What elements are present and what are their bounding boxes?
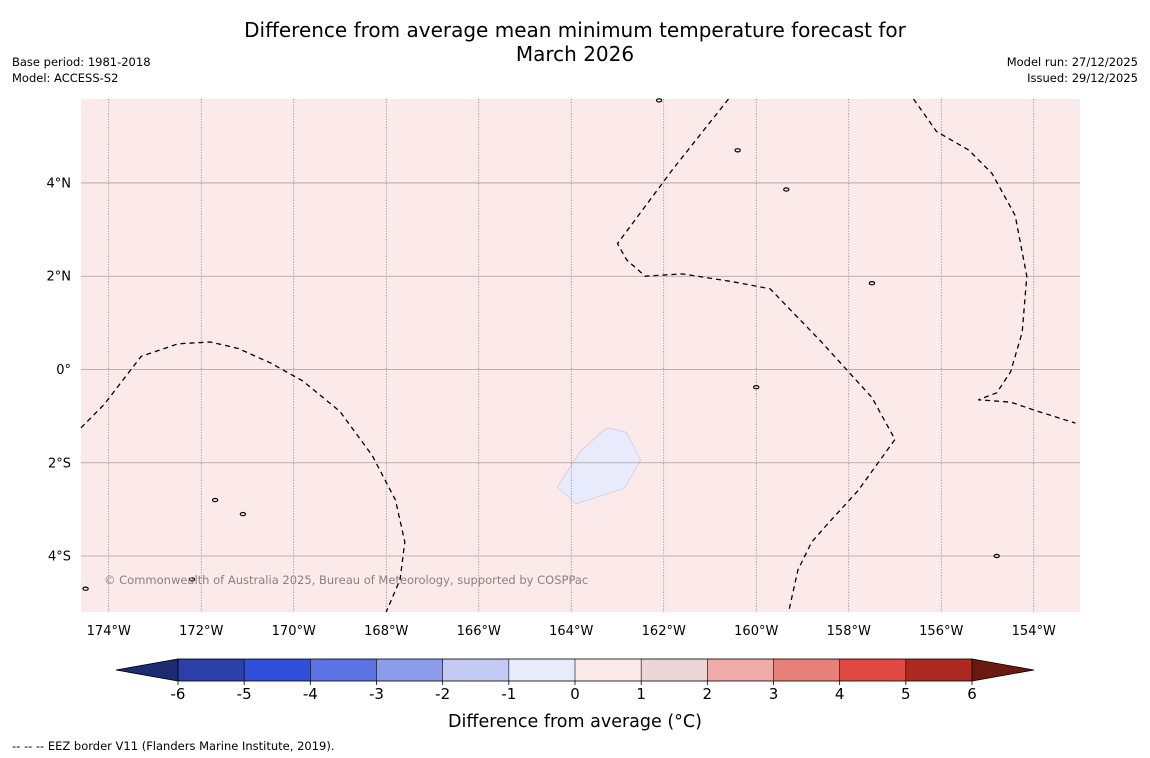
colorbar-segment [442,659,510,681]
colorbar-tick-label: 0 [570,685,580,703]
colorbar-segment [839,659,907,681]
lon-tick-label: 174°W [87,624,131,639]
lon-tick-label: 170°W [272,624,316,639]
colorbar-segment [575,659,642,681]
island-outline [753,385,760,390]
island-outline [993,553,1000,559]
colorbar-tick-label: -1 [501,685,516,703]
eez-border-line [80,341,406,613]
lat-tick-label: 4°S [48,550,71,565]
colorbar-segment [905,659,973,681]
lat-tick-label: 2°N [47,270,72,285]
colorbar-tick-label: -6 [171,685,186,703]
meta-left: Base period: 1981-2018 Model: ACCESS-S2 [12,54,151,86]
colorbar-tick-label: 3 [769,685,779,703]
lon-tick-label: 158°W [827,624,871,639]
lon-tick-label: 154°W [1012,624,1056,639]
meta-right: Model run: 27/12/2025 Issued: 29/12/2025 [1007,54,1138,86]
eez-border-line [616,98,896,613]
longitude-labels: 174°W 172°W 170°W 168°W 166°W 164°W 162°W 160°W… [87,624,1056,639]
colorbar-tick-label: 5 [901,685,911,703]
lon-tick-label: 168°W [364,624,408,639]
island-outline [783,187,790,192]
colorbar-segment [641,659,708,681]
colorbar-segment [707,659,774,681]
island-outline [82,586,89,591]
colorbar-over-arrow [971,658,1035,682]
map-area: © Commonwealth of Australia 2025, Bureau… [80,98,1080,613]
island-outline [211,497,219,503]
island-outline [868,281,876,286]
colorbar: -6 -5 -4 -3 -2 -1 0 1 2 3 4 5 6 [115,658,1035,703]
colorbar-segment [773,659,840,681]
eez-legend-note: -- -- -- EEZ border V11 (Flanders Marine… [12,739,335,753]
lon-tick-label: 164°W [549,624,593,639]
model-run: Model run: 27/12/2025 [1006,55,1138,69]
colorbar-tick-label: 4 [835,685,845,703]
copyright-notice: © Commonwealth of Australia 2025, Bureau… [104,573,588,587]
issued-date: Issued: 29/12/2025 [1027,71,1138,85]
colorbar-label: Difference from average (°C) [448,712,702,732]
lon-tick-label: 156°W [919,624,963,639]
map-title-line2: March 2026 [515,42,635,66]
island-outline [239,511,247,517]
model-name: Model: ACCESS-S2 [12,71,119,85]
gridlines [81,99,1080,612]
lat-tick-label: 0° [56,363,71,378]
map-background [81,99,1080,612]
latitude-labels: 4°N 2°N 0° 2°S 4°S [47,176,72,564]
colorbar-segment [508,659,576,681]
colorbar-segment [178,659,245,681]
map-title: Difference from average mean minimum tem… [0,18,1150,66]
eez-borders [80,98,1076,613]
lon-tick-label: 166°W [457,624,501,639]
lat-tick-label: 2°S [48,456,71,471]
lon-tick-label: 162°W [642,624,686,639]
base-period: Base period: 1981-2018 [12,55,151,69]
colorbar-tick-label: 6 [967,685,977,703]
island-outline [734,148,741,153]
colorbar-tick-label: -3 [369,685,384,703]
colorbar-segment [310,659,377,681]
island-outline [655,98,663,103]
colorbar-segment [376,659,443,681]
colorbar-under-arrow [115,658,179,682]
map-title-line1: Difference from average mean minimum tem… [244,18,906,42]
lat-tick-label: 4°N [47,176,72,191]
lon-tick-label: 160°W [734,624,778,639]
island-outline [188,577,196,582]
colorbar-tick-label: -4 [303,685,318,703]
colorbar-tick-label: 1 [636,685,646,703]
colorbar-tick-label: 2 [703,685,713,703]
islands [82,98,1000,591]
lon-tick-label: 172°W [179,624,223,639]
colorbar-segment [244,659,311,681]
colorbar-tick-label: -2 [435,685,450,703]
colorbar-tick-label: -5 [237,685,252,703]
